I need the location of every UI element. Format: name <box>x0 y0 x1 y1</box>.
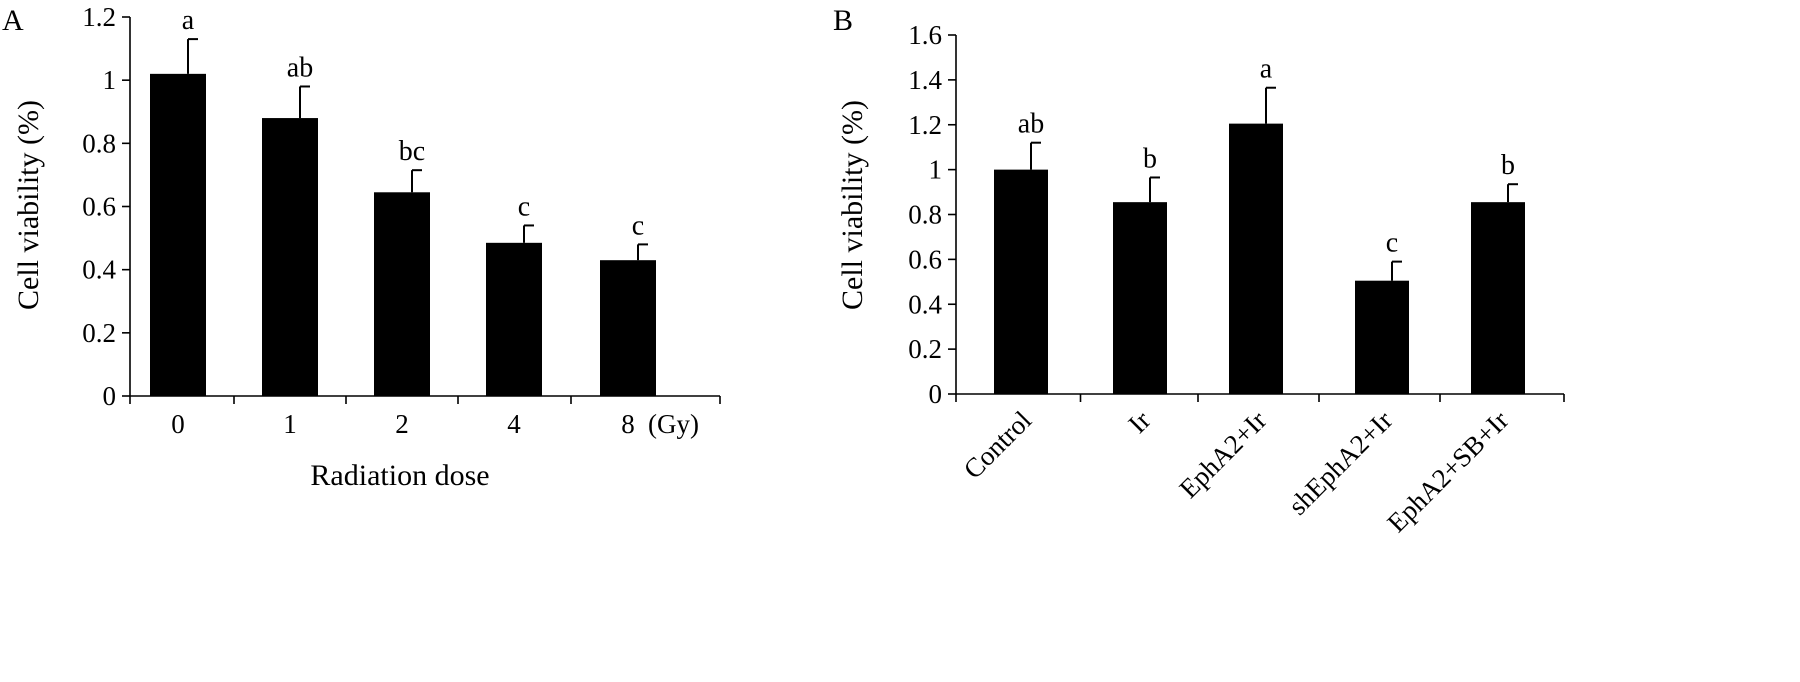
panel-b-category-label: EphA2+SB+Ir <box>1381 405 1514 538</box>
panel-b-bars: ab b a c b <box>994 54 1525 395</box>
panel-a-y-axis: 0 0.2 0.4 0.6 0.8 1 1.2 <box>82 2 131 411</box>
panel-b-category-label: Ir <box>1122 405 1156 439</box>
panel-a-y-tick-label: 0.8 <box>82 128 116 158</box>
panel-b-letter: B <box>833 4 853 37</box>
panel-b-category-label: Control <box>958 405 1038 485</box>
panel-a-x-axis: 0 1 2 4 8 (Gy) <box>129 395 721 439</box>
panel-a-y-tick-label: 0.4 <box>82 255 116 285</box>
panel-a-letter: A <box>2 4 24 37</box>
panel-b-y-tick-label: 0 <box>929 379 943 409</box>
panel-b-y-tick-label: 1 <box>929 155 943 185</box>
panel-b-y-tick-label: 1.4 <box>908 65 942 95</box>
panel-b-category-label: EphA2+Ir <box>1173 405 1272 504</box>
panel-a-category-label: 4 <box>507 409 521 439</box>
panel-a-significance-letter: bc <box>399 136 425 167</box>
panel-b-bar <box>1229 123 1283 395</box>
panel-a-y-axis-title: Cell viability (%) <box>12 100 45 310</box>
panel-a-bar <box>374 192 430 396</box>
panel-b-bar <box>1355 280 1409 394</box>
panel-b: B Cell viability (%) 0 0.2 0.4 0.6 0.8 1 1.2 1.… <box>833 4 1565 538</box>
panel-a-y-tick-label: 1 <box>103 65 117 95</box>
panel-a-x-axis-title: Radiation dose <box>310 459 489 492</box>
panel-b-significance-letter: a <box>1260 54 1273 85</box>
panel-b-y-axis-title: Cell viability (%) <box>836 100 869 310</box>
panel-a-significance-letter: c <box>632 210 644 241</box>
panel-b-y-tick-label: 1.6 <box>908 20 942 50</box>
panel-a-category-label: 8 <box>621 409 635 439</box>
panel-b-y-tick-label: 0.6 <box>908 244 942 274</box>
panel-b-significance-letter: b <box>1143 143 1157 174</box>
panel-b-bar <box>1113 202 1167 394</box>
panel-b-y-tick-label: 1.2 <box>908 110 942 140</box>
panel-a-significance-letter: a <box>182 5 195 36</box>
panel-a-bars: a ab bc c c <box>150 5 656 397</box>
panel-b-bar <box>994 169 1048 394</box>
panel-a-y-tick-label: 1.2 <box>82 2 116 32</box>
panel-b-y-tick-label: 0.8 <box>908 200 942 230</box>
panel-b-bar <box>1471 202 1525 394</box>
panel-a-y-tick-label: 0.2 <box>82 318 116 348</box>
panel-a-significance-letter: ab <box>287 52 313 83</box>
panel-b-significance-letter: ab <box>1018 109 1044 140</box>
panel-a-bar <box>150 73 206 396</box>
panel-a-bar <box>486 242 542 396</box>
panel-b-category-label: shEphA2+Ir <box>1282 405 1398 521</box>
panel-a-category-label: 1 <box>283 409 297 439</box>
panel-b-y-tick-label: 0.4 <box>908 289 942 319</box>
panel-a-category-unit: (Gy) <box>648 409 699 439</box>
panel-a-y-tick-label: 0 <box>103 381 117 411</box>
panel-a-bar <box>600 260 656 396</box>
panel-a-category-label: 2 <box>395 409 409 439</box>
panel-a-category-label: 0 <box>171 409 185 439</box>
panel-b-y-tick-label: 0.2 <box>908 334 942 364</box>
panel-a-y-tick-label: 0.6 <box>82 192 116 222</box>
panel-b-y-axis: 0 0.2 0.4 0.6 0.8 1 1.2 1.4 1.6 <box>908 20 957 409</box>
panel-b-significance-letter: b <box>1501 150 1515 181</box>
panel-a-significance-letter: c <box>518 191 530 222</box>
panel-a: A Cell viability (%) Radiation dose 0 0.2… <box>2 2 721 492</box>
panel-a-bar <box>262 118 318 397</box>
panel-b-significance-letter: c <box>1386 228 1398 259</box>
